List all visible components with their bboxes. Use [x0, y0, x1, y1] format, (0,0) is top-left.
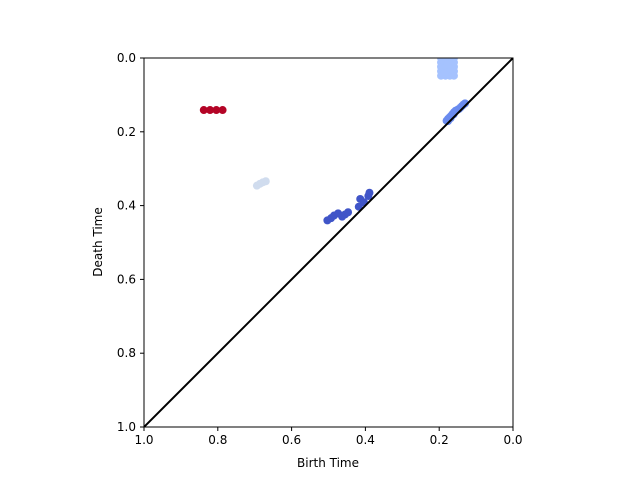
data-point [206, 106, 215, 115]
data-point [199, 106, 208, 115]
data-point [461, 99, 470, 108]
data-point [365, 188, 374, 197]
plot-frame [143, 57, 514, 428]
y-tick-label: 0.2 [117, 125, 136, 139]
x-tick-label: 0.0 [503, 433, 522, 447]
x-tick-label: 0.4 [356, 433, 375, 447]
diagonal-line [144, 58, 513, 427]
y-axis-label: Death Time [91, 207, 105, 276]
data-point [212, 106, 221, 115]
x-axis-label: Birth Time [297, 456, 359, 470]
data-point [261, 177, 270, 186]
y-tick-label: 1.0 [117, 420, 136, 434]
y-tick-label: 0.8 [117, 346, 136, 360]
data-point [447, 65, 456, 74]
x-tick-label: 0.8 [208, 433, 227, 447]
y-tick-label: 0.4 [117, 199, 136, 213]
x-tick-label: 1.0 [134, 433, 153, 447]
y-tick-label: 0.6 [117, 272, 136, 286]
x-tick-label: 0.2 [430, 433, 449, 447]
data-point [344, 208, 353, 217]
data-point [449, 71, 458, 80]
data-point [218, 106, 227, 115]
data-point [440, 69, 449, 78]
x-tick-label: 0.6 [282, 433, 301, 447]
data-point [448, 58, 457, 65]
y-tick-label: 0.0 [117, 51, 136, 65]
